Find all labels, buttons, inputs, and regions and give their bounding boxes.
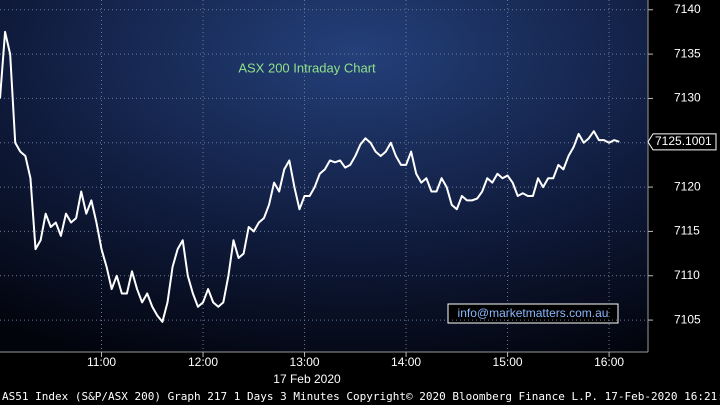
y-tick-label: 7140 — [674, 2, 701, 16]
x-tick-label: 15:00 — [493, 355, 523, 369]
annotation: info@marketmatters.com.au — [458, 306, 609, 320]
annotation-box — [447, 303, 619, 324]
x-tick-label: 12:00 — [188, 355, 218, 369]
y-tick-label: 7110 — [674, 268, 700, 282]
x-tick-label: 14:00 — [391, 355, 421, 369]
x-tick-label: 13:00 — [290, 355, 320, 369]
y-tick-label: 7105 — [674, 312, 701, 326]
last-value-pointer — [647, 133, 717, 151]
plot-area — [0, 0, 648, 352]
x-tick-label: 11:00 — [87, 355, 116, 369]
chart-title: ASX 200 Intraday Chart — [238, 60, 376, 75]
y-tick-label: 7120 — [674, 179, 701, 193]
y-tick-label: 7115 — [674, 224, 700, 238]
date-label: 17 Feb 2020 — [273, 372, 341, 386]
x-tick-label: 16:00 — [594, 355, 624, 369]
last-value-label: 7125.1001 — [655, 134, 712, 148]
price-line — [0, 30, 620, 323]
y-tick-label: 7130 — [674, 91, 701, 105]
footer: AS51 Index (S&P/ASX 200) Graph 217 1 Day… — [2, 390, 720, 403]
y-tick-label: 7135 — [674, 46, 701, 60]
